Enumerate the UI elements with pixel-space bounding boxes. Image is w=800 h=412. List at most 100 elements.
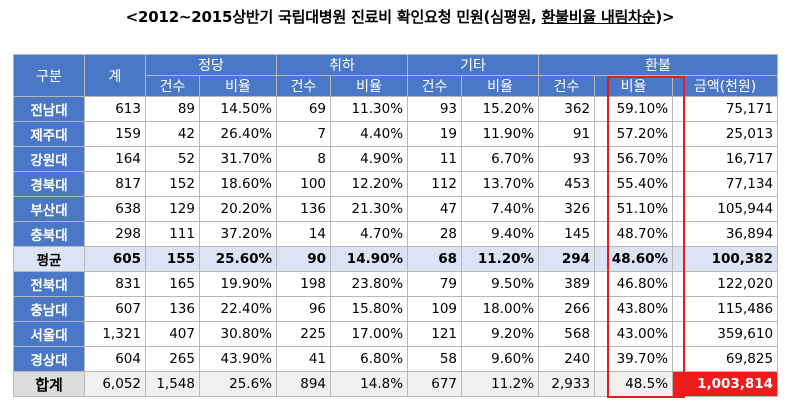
cell-r-cnt: 362 <box>538 96 596 122</box>
cell-o-cnt: 58 <box>407 346 463 372</box>
cell-amount: 25,013 <box>672 121 779 147</box>
cell-o-cnt: 121 <box>407 321 463 347</box>
header-group: 구분 <box>13 54 85 97</box>
cell-j-pct: 25.60% <box>198 246 278 272</box>
title-suffix: )> <box>655 8 675 26</box>
table-row: 서울대 1,321 407 30.80% 225 17.00% 121 9.20% 568 43.… <box>13 321 779 347</box>
cell-w-cnt: 14 <box>276 221 332 247</box>
header-withdrawn-count: 건수 <box>276 75 332 97</box>
cell-j-pct: 26.40% <box>198 121 278 147</box>
cell-total: 164 <box>84 146 146 172</box>
cell-j-cnt: 111 <box>145 221 200 247</box>
table-row: 충남대 607 136 22.40% 96 15.80% 109 18.00% 266 43.80… <box>13 296 779 322</box>
cell-r-pct: 48.70% <box>594 221 674 247</box>
cell-w-pct: 11.30% <box>330 96 409 122</box>
header-justified: 정당 <box>144 54 278 76</box>
cell-total: 613 <box>84 96 146 122</box>
cell-total: 831 <box>84 271 146 297</box>
header-other-count: 건수 <box>407 75 463 97</box>
cell-o-cnt: 19 <box>407 121 463 147</box>
table-row: 강원대 164 52 31.70% 8 4.90% 11 6.70% 93 56.70% 16,71… <box>13 146 779 172</box>
cell-w-cnt: 8 <box>276 146 332 172</box>
cell-j-pct: 31.70% <box>198 146 278 172</box>
cell-o-pct: 15.20% <box>461 96 540 122</box>
cell-amount: 16,717 <box>672 146 779 172</box>
cell-total: 605 <box>84 246 146 272</box>
cell-name: 합계 <box>13 371 85 397</box>
cell-r-cnt: 91 <box>538 121 596 147</box>
cell-r-pct: 57.20% <box>594 121 674 147</box>
cell-r-cnt: 2,933 <box>538 371 596 397</box>
header-total: 계 <box>84 54 146 97</box>
header-other: 기타 <box>407 54 540 76</box>
cell-w-cnt: 198 <box>276 271 332 297</box>
cell-amount: 1,003,814 <box>672 371 779 397</box>
cell-total: 6,052 <box>84 371 146 397</box>
cell-total: 607 <box>84 296 146 322</box>
cell-r-cnt: 389 <box>538 271 596 297</box>
cell-r-pct: 48.60% <box>594 246 674 272</box>
cell-w-cnt: 96 <box>276 296 332 322</box>
cell-name: 경북대 <box>13 171 85 197</box>
cell-j-pct: 30.80% <box>198 321 278 347</box>
cell-j-pct: 22.40% <box>198 296 278 322</box>
cell-w-pct: 15.80% <box>330 296 409 322</box>
cell-w-cnt: 69 <box>276 96 332 122</box>
cell-total: 298 <box>84 221 146 247</box>
cell-r-cnt: 326 <box>538 196 596 222</box>
cell-j-cnt: 89 <box>145 96 200 122</box>
table-row: 충북대 298 111 37.20% 14 4.70% 28 9.40% 145 48.70% 36… <box>13 221 779 247</box>
cell-j-cnt: 152 <box>145 171 200 197</box>
cell-w-cnt: 136 <box>276 196 332 222</box>
cell-o-pct: 9.40% <box>461 221 540 247</box>
header-refund-ratio: 비율 <box>594 75 674 97</box>
cell-w-pct: 14.8% <box>330 371 409 397</box>
cell-j-cnt: 1,548 <box>145 371 200 397</box>
title-prefix: <2012~2015상반기 국립대병원 진료비 확인요청 민원(심평원, <box>125 8 542 26</box>
cell-r-cnt: 294 <box>538 246 596 272</box>
cell-j-pct: 43.90% <box>198 346 278 372</box>
header-refund-amount: 금액(천원) <box>672 75 779 97</box>
cell-o-pct: 7.40% <box>461 196 540 222</box>
cell-j-cnt: 136 <box>145 296 200 322</box>
cell-r-cnt: 240 <box>538 346 596 372</box>
cell-r-pct: 46.80% <box>594 271 674 297</box>
cell-w-pct: 21.30% <box>330 196 409 222</box>
cell-name: 제주대 <box>13 121 85 147</box>
cell-w-pct: 4.40% <box>330 121 409 147</box>
cell-amount: 115,486 <box>672 296 779 322</box>
cell-r-pct: 43.80% <box>594 296 674 322</box>
header-refund: 환불 <box>538 54 779 76</box>
cell-j-pct: 25.6% <box>198 371 278 397</box>
page-title: <2012~2015상반기 국립대병원 진료비 확인요청 민원(심평원, 환불비… <box>0 6 800 27</box>
table-row: 경북대 817 152 18.60% 100 12.20% 112 13.70% 453 55.4… <box>13 171 779 197</box>
cell-w-pct: 17.00% <box>330 321 409 347</box>
cell-r-pct: 59.10% <box>594 96 674 122</box>
cell-o-cnt: 79 <box>407 271 463 297</box>
table-row: 전북대 831 165 19.90% 198 23.80% 79 9.50% 389 46.80%… <box>13 271 779 297</box>
cell-total: 817 <box>84 171 146 197</box>
cell-o-pct: 9.60% <box>461 346 540 372</box>
cell-r-cnt: 145 <box>538 221 596 247</box>
cell-name: 서울대 <box>13 321 85 347</box>
cell-o-cnt: 112 <box>407 171 463 197</box>
cell-name: 강원대 <box>13 146 85 172</box>
cell-r-cnt: 93 <box>538 146 596 172</box>
cell-j-cnt: 155 <box>145 246 200 272</box>
cell-amount: 36,894 <box>672 221 779 247</box>
cell-w-pct: 23.80% <box>330 271 409 297</box>
cell-w-pct: 4.90% <box>330 146 409 172</box>
cell-amount: 77,134 <box>672 171 779 197</box>
cell-o-pct: 18.00% <box>461 296 540 322</box>
cell-amount: 69,825 <box>672 346 779 372</box>
cell-name: 부산대 <box>13 196 85 222</box>
cell-o-cnt: 11 <box>407 146 463 172</box>
cell-o-pct: 13.70% <box>461 171 540 197</box>
cell-w-cnt: 894 <box>276 371 332 397</box>
cell-total: 638 <box>84 196 146 222</box>
table-row: 부산대 638 129 20.20% 136 21.30% 47 7.40% 326 51.10%… <box>13 196 779 222</box>
cell-name: 경상대 <box>13 346 85 372</box>
cell-total: 604 <box>84 346 146 372</box>
cell-r-cnt: 568 <box>538 321 596 347</box>
cell-w-pct: 14.90% <box>330 246 409 272</box>
